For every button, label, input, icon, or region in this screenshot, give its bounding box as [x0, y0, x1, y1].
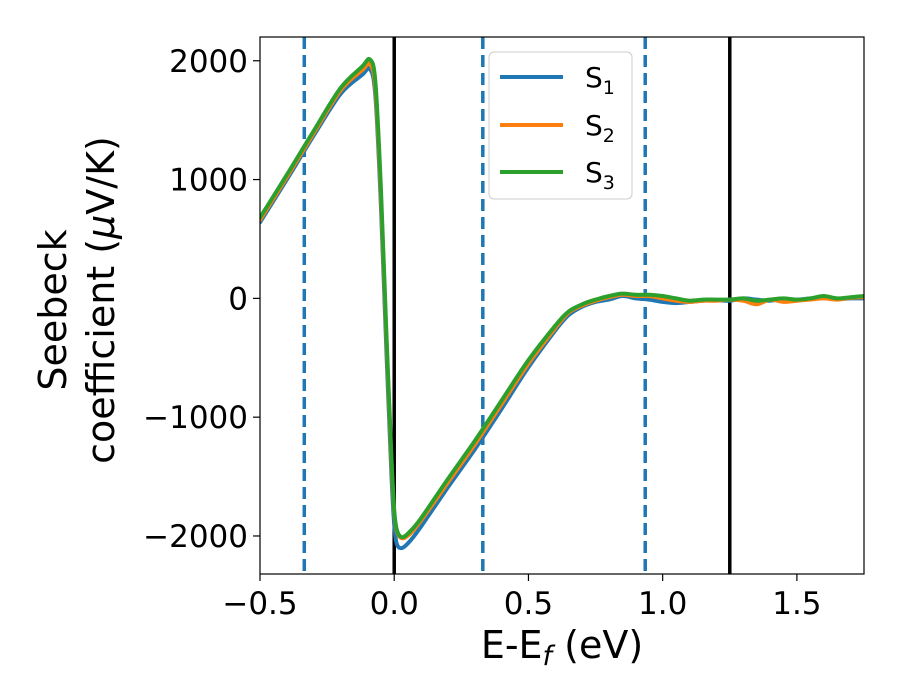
y-tick-label-1: 1000 [169, 163, 248, 199]
y-tick-label-3: −1000 [143, 400, 248, 436]
series-lines [260, 56, 864, 551]
x-tick-label-0: −0.5 [222, 586, 297, 622]
legend-label-s1-name: S [585, 61, 603, 94]
x-axis-label-unit: (eV) [552, 623, 643, 667]
y-axis-label-pre: coefficient ( [79, 239, 123, 464]
y-tick-label-2: 0 [228, 281, 248, 317]
x-tick-label-3: 1.0 [638, 586, 687, 622]
y-tick-label-0: 2000 [169, 44, 248, 80]
legend-label-s1: S1 [585, 61, 615, 99]
legend-label-s2-sub: 2 [603, 125, 615, 147]
legend: S1 S2 S3 [488, 51, 633, 200]
x-tick-label-4: 1.5 [772, 586, 821, 622]
x-axis-label-main: E-E [481, 623, 543, 667]
x-tick-label-1: 0.0 [370, 586, 419, 622]
legend-label-s2: S2 [585, 109, 615, 147]
x-tick-label-2: 0.5 [504, 586, 553, 622]
legend-label-s3-name: S [585, 156, 603, 189]
y-axis-label-post: V/K) [79, 136, 123, 215]
legend-label-s2-name: S [585, 109, 603, 142]
y-tick-label-4: −2000 [143, 519, 248, 555]
series-line-s3 [260, 56, 864, 540]
legend-label-s3-sub: 3 [603, 172, 615, 194]
y-axis-label-mu: μ [79, 215, 123, 240]
legend-label-s1-sub: 1 [603, 77, 615, 99]
y-axis-label-line1: Seebeck [31, 229, 75, 390]
x-axis-ticks: −0.5 0.0 0.5 1.0 1.5 [222, 574, 822, 622]
legend-label-s3: S3 [585, 156, 615, 194]
x-axis-label: E-Ef (eV) [481, 623, 643, 672]
y-axis-ticks: 2000 1000 0 −1000 −2000 [143, 44, 260, 555]
y-axis-label-line2: coefficient (μV/K) [79, 136, 123, 464]
plot-frame [259, 36, 865, 575]
